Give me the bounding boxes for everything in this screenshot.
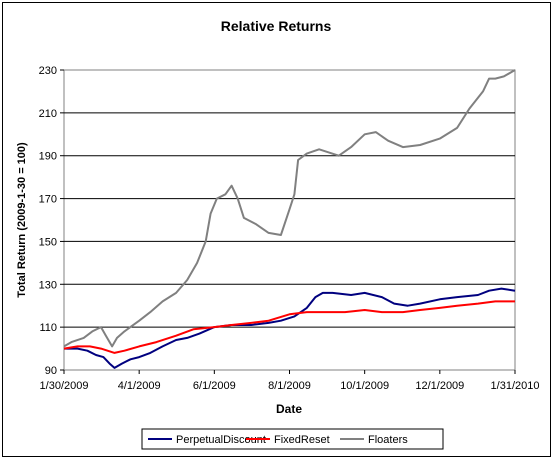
- legend-box: [141, 428, 444, 450]
- chart-frame: Relative Returns 90 110 130 150 170 190 210 230…: [2, 2, 551, 457]
- legend-label: PerpetualDiscount: [176, 434, 266, 446]
- y-tick-label: 210: [39, 108, 57, 120]
- y-tick-label: 170: [39, 194, 57, 206]
- legend-label: Floaters: [368, 434, 408, 446]
- chart-title: Relative Returns: [221, 18, 332, 34]
- legend-label: FixedReset: [274, 434, 330, 446]
- series-line-floaters: [63, 69, 516, 348]
- x-tick-label: 6/1/2009: [193, 380, 236, 392]
- x-tick-label: 1/30/2009: [40, 380, 89, 392]
- line-chart: Relative Returns 90 110 130 150 170 190 210 230…: [16, 18, 540, 450]
- y-tick-label: 190: [39, 151, 57, 163]
- series-line-perpetualdiscount: [64, 287, 516, 369]
- y-tick-label: 150: [39, 236, 57, 248]
- y-axis-label: Total Return (2009-1-30 = 100): [16, 142, 28, 298]
- x-tick-label: 4/1/2009: [118, 380, 161, 392]
- y-tick-label: 90: [45, 365, 57, 377]
- x-tick-label: 1/31/2010: [491, 380, 540, 392]
- y-tick-label: 230: [39, 65, 57, 77]
- series-line-fixedreset: [63, 300, 515, 354]
- x-tick-label: 12/1/2009: [415, 380, 464, 392]
- x-tick-label: 10/1/2009: [340, 380, 389, 392]
- y-tick-label: 130: [39, 279, 57, 291]
- x-tick-label: 8/1/2009: [268, 380, 311, 392]
- y-tick-label: 110: [39, 322, 57, 334]
- x-axis-label: Date: [276, 402, 302, 416]
